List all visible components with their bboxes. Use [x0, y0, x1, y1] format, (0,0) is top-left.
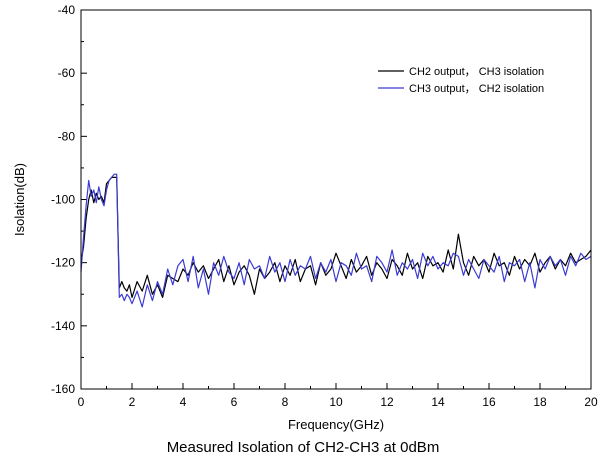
x-tick-label: 0 [78, 395, 85, 409]
x-tick-label: 6 [231, 395, 238, 409]
legend-label-ch2: CH2 output， CH3 isolation [409, 66, 544, 78]
x-tick-label: 14 [431, 395, 445, 409]
legend: CH2 output， CH3 isolation CH3 output， CH… [378, 66, 544, 95]
y-tick-label: -100 [51, 193, 75, 207]
x-tick-label: 20 [584, 395, 598, 409]
y-tick-label: -80 [58, 129, 76, 143]
figure-caption: Measured Isolation of CH2-CH3 at 0dBm [166, 439, 440, 456]
y-axis-label: Isolation(dB) [12, 163, 27, 236]
series-ch3-output-ch2-isolation [80, 173, 592, 308]
legend-label-ch3: CH3 output， CH2 isolation [409, 83, 544, 95]
x-axis-label: Frequency(GHz) [288, 417, 384, 432]
y-tick-label: -120 [51, 256, 75, 270]
y-tick-label: -140 [51, 319, 75, 333]
isolation-chart: 0 2 4 6 8 10 12 14 16 18 20 -160 -140 -120 -100 -80 -60 -… [12, 3, 598, 432]
plot-frame [80, 9, 592, 390]
axis-ticks: 0 2 4 6 8 10 12 14 16 18 20 -160 -140 -120 -100 -80 -60 -… [51, 3, 598, 409]
x-tick-label: 4 [180, 395, 187, 409]
y-tick-label: -160 [51, 382, 75, 396]
x-tick-label: 2 [129, 395, 136, 409]
y-tick-label: -40 [58, 3, 76, 17]
x-tick-label: 16 [482, 395, 496, 409]
series-layer [80, 173, 592, 308]
x-tick-label: 10 [329, 395, 343, 409]
x-tick-label: 8 [282, 395, 289, 409]
x-tick-label: 12 [380, 395, 394, 409]
x-tick-label: 18 [533, 395, 547, 409]
y-tick-label: -60 [58, 66, 76, 80]
